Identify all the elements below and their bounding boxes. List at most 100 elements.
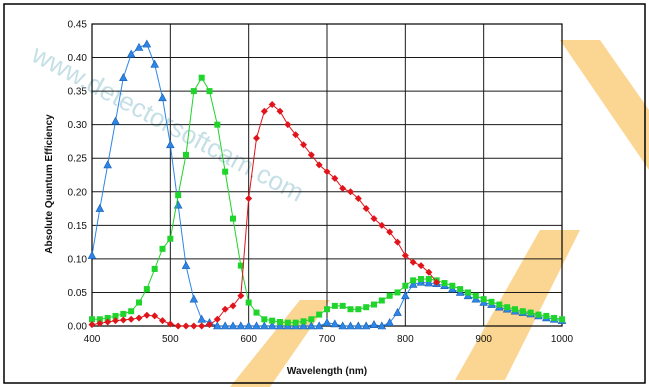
data-point-square — [402, 282, 409, 289]
data-point-square — [136, 299, 142, 306]
data-point-square — [128, 308, 135, 315]
data-point-square — [472, 292, 479, 299]
data-point-triangle — [424, 278, 434, 287]
data-point-square — [527, 309, 534, 316]
data-point-triangle — [181, 260, 191, 269]
data-point-square — [371, 301, 377, 308]
data-point-square — [198, 74, 205, 81]
data-point-square — [316, 311, 323, 318]
data-point-triangle — [361, 321, 371, 330]
data-point-square — [253, 309, 260, 316]
data-point-triangle — [393, 307, 402, 316]
data-point-square — [465, 289, 471, 296]
data-point-diamond — [198, 322, 206, 330]
data-point-triangle — [354, 321, 363, 330]
series-diamond — [88, 101, 441, 330]
data-point-square — [449, 282, 456, 289]
data-point-triangle — [236, 321, 246, 330]
data-point-diamond — [221, 305, 229, 313]
data-point-diamond — [315, 161, 323, 169]
data-point-diamond — [182, 322, 190, 330]
data-point-square — [284, 319, 291, 326]
data-point-square — [543, 312, 550, 319]
data-point-square — [206, 88, 213, 95]
data-point-square — [519, 308, 526, 315]
data-point-square — [104, 314, 111, 321]
data-point-triangle — [228, 321, 238, 330]
data-point-square — [363, 304, 370, 311]
data-point-diamond — [159, 317, 166, 325]
data-point-triangle — [330, 319, 340, 328]
data-point-triangle — [189, 294, 199, 303]
data-point-triangle — [244, 321, 253, 330]
data-point-diamond — [237, 292, 245, 300]
series-layer — [87, 39, 567, 330]
data-point-diamond — [253, 134, 260, 142]
data-point-diamond — [260, 107, 268, 115]
data-point-square — [269, 317, 276, 324]
y-tick-label: 0.35 — [68, 87, 88, 98]
data-point-triangle — [338, 321, 347, 330]
x-tick-label: 500 — [162, 334, 179, 345]
data-point-square — [300, 318, 307, 325]
data-point-diamond — [339, 184, 347, 192]
data-point-triangle — [197, 314, 206, 323]
data-point-triangle — [87, 250, 97, 259]
data-point-diamond — [394, 238, 401, 246]
data-point-square — [159, 245, 166, 252]
data-point-triangle — [322, 318, 332, 326]
data-point-square — [308, 316, 315, 323]
data-point-diamond — [268, 101, 276, 109]
data-point-diamond — [354, 194, 362, 202]
data-point-diamond — [151, 312, 159, 320]
data-point-square — [89, 316, 95, 323]
data-point-triangle — [119, 73, 128, 81]
data-point-square — [120, 310, 127, 317]
data-point-triangle — [142, 39, 152, 48]
data-point-triangle — [369, 320, 379, 328]
watermark-stripe-mid — [455, 230, 580, 380]
data-point-square — [512, 306, 518, 313]
plot-area: 400 500 600 700 800 900 1000 0.000.050.100.150… — [68, 20, 574, 346]
x-tick-label: 600 — [240, 334, 257, 345]
x-tick-label: 400 — [84, 334, 101, 345]
data-point-diamond — [300, 141, 307, 149]
y-tick-label: 0.30 — [68, 120, 88, 131]
data-point-square — [394, 289, 401, 296]
data-point-triangle — [220, 321, 230, 330]
data-point-diamond — [370, 215, 378, 223]
data-point-square — [559, 316, 565, 323]
data-point-square — [214, 121, 221, 128]
data-point-square — [331, 302, 338, 309]
data-point-diamond — [378, 221, 386, 229]
data-point-triangle — [260, 321, 269, 330]
data-point-diamond — [229, 302, 237, 310]
data-point-triangle — [346, 321, 355, 330]
data-point-triangle — [299, 321, 308, 330]
data-point-square — [347, 306, 354, 313]
y-tick-label: 0.40 — [68, 53, 88, 64]
data-point-square — [190, 88, 197, 95]
data-point-triangle — [150, 59, 159, 68]
x-tick-label: 700 — [319, 334, 336, 345]
data-point-square — [339, 302, 346, 309]
data-point-square — [355, 306, 362, 313]
data-point-triangle — [408, 279, 418, 288]
x-tick-labels: 400 500 600 700 800 900 1000 — [84, 334, 574, 345]
data-point-diamond — [96, 319, 104, 327]
y-tick-label: 0.25 — [68, 154, 88, 165]
data-point-diamond — [143, 311, 151, 319]
data-point-square — [143, 286, 150, 293]
data-point-diamond — [362, 205, 370, 213]
y-axis-label: Absolute Quantum Efficiency — [44, 114, 55, 254]
x-tick-label: 1000 — [551, 334, 574, 345]
data-point-triangle — [385, 318, 394, 326]
data-point-triangle — [267, 321, 277, 330]
data-point-square — [378, 297, 385, 304]
data-point-square — [261, 316, 268, 323]
data-point-triangle — [377, 321, 387, 330]
data-point-diamond — [206, 321, 213, 329]
data-point-diamond — [213, 315, 221, 323]
